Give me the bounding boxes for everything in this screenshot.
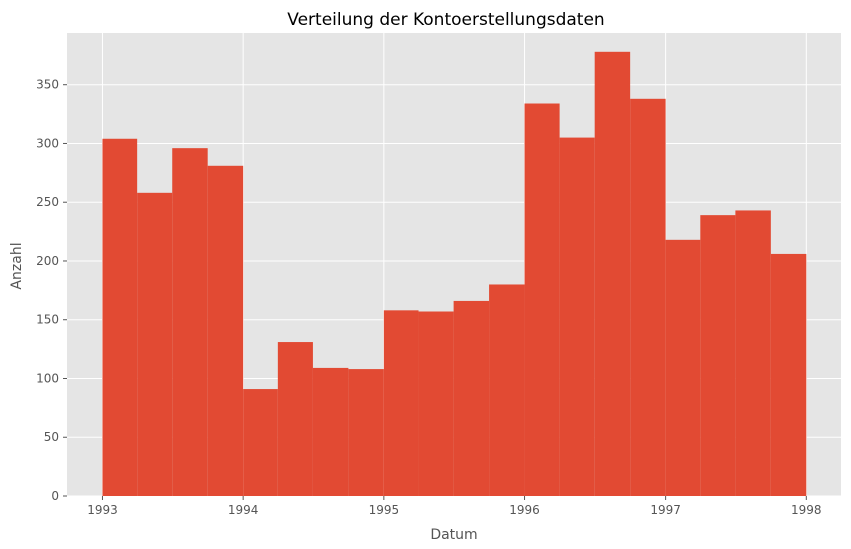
y-tick-label: 300 <box>36 136 59 150</box>
histogram-bar <box>348 369 384 496</box>
histogram-bar <box>524 103 560 496</box>
y-tick-label: 50 <box>44 430 59 444</box>
y-tick-label: 0 <box>51 489 59 503</box>
histogram-bar <box>735 210 771 497</box>
histogram-bar <box>102 138 138 497</box>
y-tick-label: 200 <box>36 254 59 268</box>
x-axis-label: Datum <box>430 527 477 543</box>
histogram-bar <box>770 253 807 496</box>
histogram-bar <box>137 192 173 496</box>
y-tick-label: 150 <box>36 313 59 327</box>
y-tick-label: 100 <box>36 371 59 385</box>
histogram-bar <box>172 148 208 497</box>
x-tick-label: 1993 <box>87 503 118 517</box>
histogram-bar <box>630 98 666 497</box>
histogram-bar <box>312 367 349 496</box>
histogram-bar <box>243 389 278 496</box>
histogram-bar <box>277 342 313 496</box>
y-axis-ticks: 0 50 100 150 200 250 300 350 <box>36 78 67 503</box>
histogram-bar <box>207 165 244 496</box>
histogram-bar <box>383 310 419 496</box>
histogram-bar <box>594 51 631 496</box>
histogram-bar <box>418 311 454 496</box>
y-tick-label: 350 <box>36 78 59 92</box>
x-tick-label: 1997 <box>650 503 681 517</box>
y-tick-label: 250 <box>36 195 59 209</box>
x-tick-label: 1998 <box>791 503 822 517</box>
histogram-bar <box>489 284 525 496</box>
chart-title: Verteilung der Kontoerstellungsdaten <box>287 10 604 30</box>
x-axis-ticks: 1993 1994 1995 1996 1997 1998 <box>87 496 822 517</box>
x-tick-label: 1994 <box>228 503 259 517</box>
histogram-bar <box>453 300 490 496</box>
x-tick-label: 1995 <box>369 503 400 517</box>
histogram-bars <box>102 51 807 497</box>
x-tick-label: 1996 <box>509 503 540 517</box>
histogram-bar <box>665 239 701 497</box>
histogram-bar <box>559 137 595 496</box>
y-axis-label: Anzahl <box>9 242 25 289</box>
histogram-bar <box>700 215 736 497</box>
